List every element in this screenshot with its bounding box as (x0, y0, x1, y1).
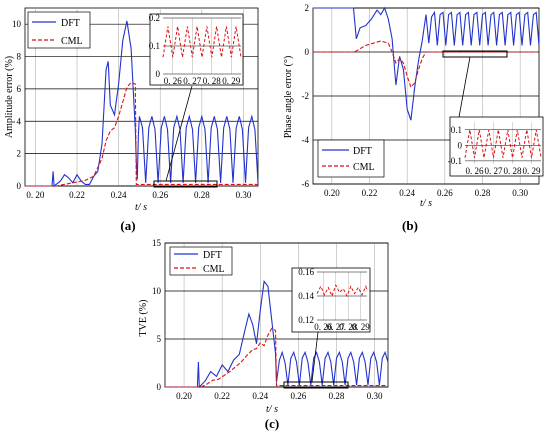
y-tick-label: 15 (152, 238, 162, 248)
x-tick-label: 0.30 (367, 391, 383, 401)
panel-c-x-axis-label: t/ s (266, 404, 278, 415)
inset-x-tick-label: 0. 27 (183, 76, 202, 86)
legend-label-cml: CML (353, 162, 375, 173)
legend-box (27, 11, 91, 49)
inset-x-tick-label: 0. 26 (314, 322, 333, 332)
y-tick-label: 4 (17, 116, 22, 126)
x-tick-label: 0.22 (362, 188, 378, 198)
panel-c-legend: DFT CML (169, 246, 233, 276)
y-tick-label: 8 (17, 52, 22, 62)
x-tick-label: 0.28 (475, 188, 491, 198)
x-tick-label: 0.26 (437, 188, 453, 198)
panel-b-zoom-box (442, 50, 508, 58)
x-tick-label: 0.28 (194, 190, 210, 200)
inset-y-tick-label: 0.2 (149, 13, 160, 23)
inset-series-line-cml (316, 283, 368, 298)
x-tick-label: 0.24 (111, 190, 127, 200)
inset-x-tick-label: 0. 29 (523, 166, 542, 176)
panel-a: (a) t/ s Amplitude error (%) 0. 20 0.22 0.… (4, 7, 259, 233)
inset-x-tick-label: 0. 26 (466, 166, 485, 176)
legend-label-dft: DFT (353, 146, 372, 157)
legend-box (169, 246, 233, 276)
y-tick-label: 0 (17, 181, 22, 191)
x-tick-label: 0.20 (176, 391, 192, 401)
panel-c-zoom-connector (311, 331, 319, 383)
panel-b-x-axis-label: t/ s (420, 198, 432, 209)
inset-x-tick-label: 0. 29 (352, 322, 371, 332)
series-line-cml (313, 40, 539, 89)
inset-x-tick-label: 0. 28 (504, 166, 523, 176)
panel-b-legend: DFT CML (317, 139, 385, 178)
inset-x-tick-label: 0. 28 (339, 322, 358, 332)
y-tick-label: 10 (12, 19, 22, 29)
x-tick-label: 0. 20 (26, 190, 45, 200)
series-line-dft (313, 6, 540, 121)
x-tick-label: 0.30 (236, 190, 252, 200)
panel-b-inset-frame (449, 116, 544, 177)
panel-a-zoom-connector (165, 85, 193, 182)
legend-label-dft: DFT (203, 250, 222, 261)
legend-label-cml: CML (61, 36, 83, 47)
inset-y-tick-label: 0 (458, 140, 463, 150)
x-tick-label: 0.26 (152, 190, 168, 200)
y-tick-label: 6 (17, 84, 22, 94)
inset-series-line-cml (464, 129, 542, 158)
panel-a-zoom-box (153, 180, 218, 188)
inset-y-tick-label: 0 (156, 69, 161, 79)
panel-c-zoom-box (283, 381, 349, 389)
panel-b: (b) t/ s Phase angle error (°) 0.20 0.22 0… (283, 3, 544, 233)
x-tick-label: 0.20 (324, 188, 340, 198)
x-tick-label: 0.28 (329, 391, 345, 401)
panel-c-inset-frame (291, 267, 371, 333)
series-line-cml (165, 327, 388, 388)
legend-label-cml: CML (203, 264, 225, 275)
inset-y-tick-label: 0.1 (451, 125, 462, 135)
x-tick-label: 0.24 (252, 391, 268, 401)
inset-x-tick-label: 0. 27 (327, 322, 346, 332)
inset-x-tick-label: 0. 26 (164, 76, 183, 86)
inset-y-tick-label: 0.14 (298, 291, 314, 301)
inset-x-tick-label: 0. 29 (222, 76, 241, 86)
y-tick-label: -6 (302, 179, 310, 189)
panel-a-legend: DFT CML (27, 11, 91, 49)
x-tick-label: 0.22 (69, 190, 85, 200)
panel-b-caption: (b) (402, 218, 418, 233)
y-tick-label: 0 (157, 382, 162, 392)
panel-a-y-axis-label: Amplitude error (%) (4, 56, 15, 138)
legend-box (317, 139, 385, 178)
series-line-dft (165, 280, 389, 389)
x-tick-label: 0.24 (399, 188, 415, 198)
series-line-cml (25, 81, 258, 187)
inset-y-tick-label: -0.1 (448, 156, 462, 166)
y-tick-label: 0 (305, 47, 310, 57)
inset-y-tick-label: 0.16 (298, 267, 314, 277)
x-tick-label: 0.26 (291, 391, 307, 401)
inset-y-tick-label: 0.12 (298, 315, 314, 325)
panel-c-caption: (c) (265, 416, 279, 431)
panel-c-y-axis-label: TVE (%) (138, 300, 149, 337)
inset-y-tick-label: 0.1 (149, 41, 160, 51)
x-tick-label: 0.22 (214, 391, 230, 401)
y-tick-label: 2 (17, 149, 22, 159)
panel-a-caption: (a) (120, 218, 135, 233)
y-tick-label: 5 (157, 334, 162, 344)
y-tick-label: 2 (305, 3, 310, 13)
series-line-dft (25, 20, 259, 188)
inset-series-line-cml (162, 26, 242, 58)
panel-a-x-axis-label: t/ s (135, 202, 147, 213)
panel-b-y-axis-label: Phase angle error (°) (283, 56, 294, 139)
x-tick-label: 0.30 (512, 188, 528, 198)
inset-x-tick-label: 0. 27 (485, 166, 504, 176)
inset-x-tick-label: 0. 28 (203, 76, 222, 86)
y-tick-label: 10 (152, 286, 162, 296)
y-tick-label: -4 (302, 135, 310, 145)
legend-label-dft: DFT (61, 18, 80, 29)
panel-a-inset-frame (149, 13, 244, 86)
panel-b-zoom-connector (458, 56, 471, 118)
y-tick-label: -2 (302, 91, 310, 101)
panel-c: (c) t/ s TVE (%) 0.20 0.22 0.24 0.26 0.28 0.3… (138, 238, 389, 431)
